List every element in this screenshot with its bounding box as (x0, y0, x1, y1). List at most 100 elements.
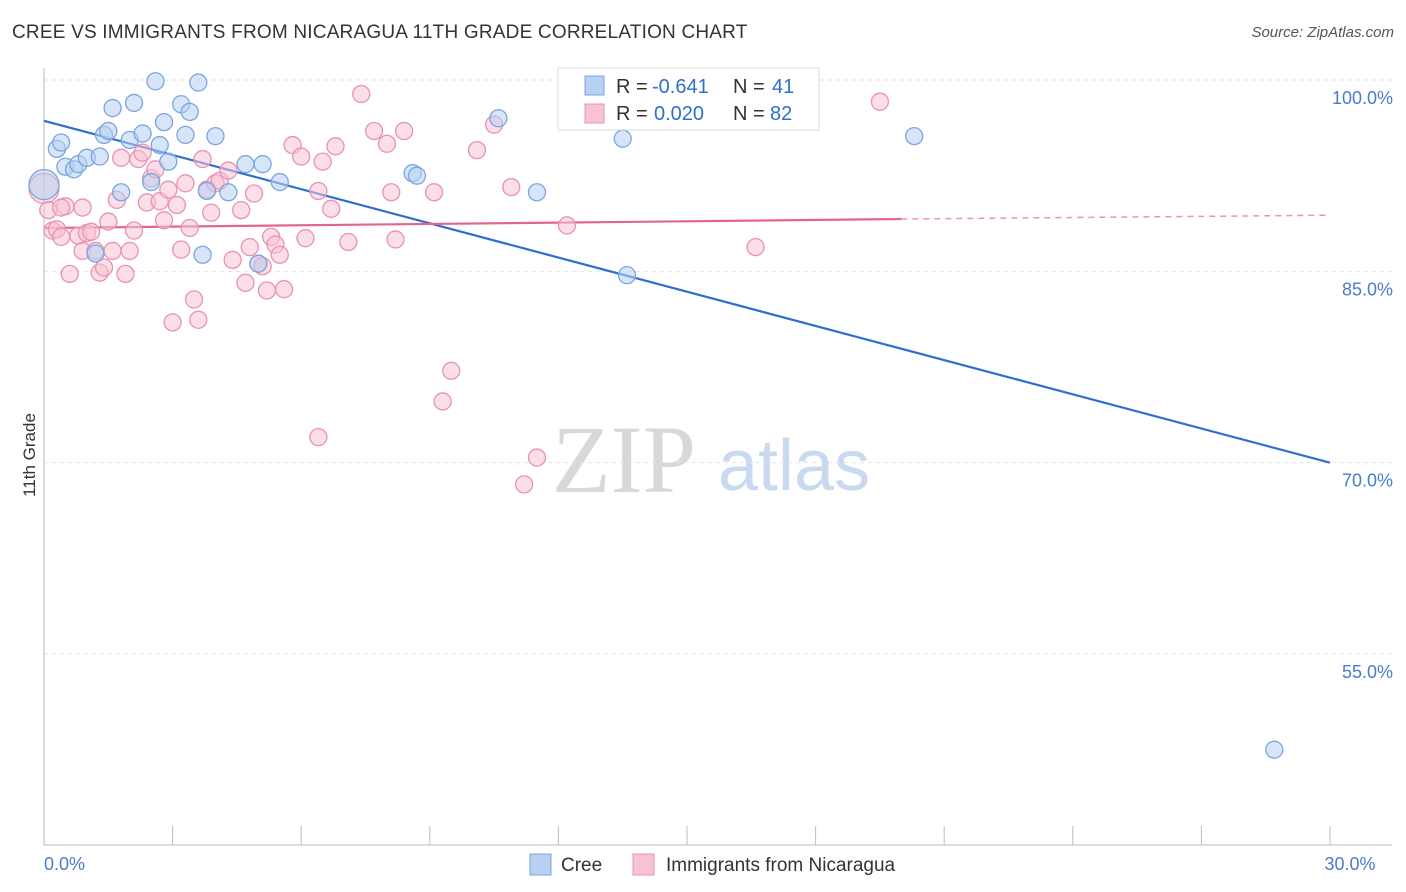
nicaragua-point (274, 280, 294, 299)
cree-point (154, 112, 174, 132)
x-tick-label: 30.0% (1324, 854, 1375, 874)
cree-point (905, 126, 924, 146)
y-axis-title: 11th Grade (20, 413, 39, 497)
nicaragua-point (202, 203, 221, 222)
stats-cree-r-label: R = (616, 76, 648, 98)
nicaragua-point (424, 183, 444, 202)
nicaragua-point (172, 240, 191, 259)
nicaragua-point (296, 229, 315, 248)
legend-swatch-nicaragua (632, 853, 655, 876)
nicaragua-point (159, 180, 178, 199)
nicaragua-point (120, 241, 139, 261)
cree-point (489, 109, 508, 128)
legend-swatch-cree (529, 853, 552, 876)
cree-point (407, 166, 427, 185)
nicaragua-point (219, 161, 238, 180)
cree-point (180, 102, 199, 122)
nicaragua-point (870, 92, 890, 111)
cree-point (112, 183, 131, 202)
data-points (28, 72, 1284, 759)
y-tick-label: 85.0% (1342, 279, 1393, 299)
nicaragua-point (236, 273, 255, 292)
stats-cree-n-value: 41 (772, 76, 794, 98)
legend-label-cree: Cree (561, 855, 602, 876)
nicaragua-point (442, 361, 461, 380)
nicaragua-point (51, 198, 71, 217)
trend-line-extension (901, 214, 1331, 220)
nicaragua-point (133, 143, 152, 162)
watermark-atlas: atlas (718, 426, 870, 506)
cree-point (253, 155, 272, 174)
cree-point (270, 172, 289, 192)
cree-point (1265, 740, 1284, 759)
nicaragua-point (467, 141, 487, 160)
stats-nicaragua-r-value: 0.020 (654, 103, 704, 125)
nicaragua-point (163, 313, 182, 332)
cree-point (142, 172, 161, 192)
stats-cree-r-value: -0.641 (652, 76, 709, 98)
nicaragua-point (73, 198, 92, 217)
stats-cree-n-label: N = (733, 76, 765, 98)
cree-point (99, 121, 118, 141)
y-tick-labels: 55.0% 70.0% 85.0% 100.0% (1332, 88, 1393, 682)
nicaragua-point (339, 232, 358, 252)
stats-nicaragua-n-label: N = (733, 103, 765, 125)
y-tick-label: 55.0% (1342, 662, 1393, 682)
nicaragua-point (112, 148, 131, 167)
nicaragua-point (352, 84, 371, 104)
legend-label-nicaragua: Immigrants from Nicaragua (666, 855, 896, 876)
cree-point (617, 266, 637, 285)
nicaragua-point (746, 237, 765, 257)
nicaragua-point (433, 392, 452, 411)
stats-swatch-nicaragua (584, 103, 605, 124)
cree-point (124, 93, 144, 113)
cree-point (197, 181, 217, 201)
cree-point (527, 183, 547, 202)
nicaragua-point (292, 147, 311, 166)
nicaragua-point (223, 250, 242, 270)
nicaragua-point (326, 137, 345, 156)
nicaragua-point (527, 448, 547, 467)
cree-point (146, 72, 165, 91)
nicaragua-point (244, 184, 264, 203)
nicaragua-point (99, 212, 118, 231)
cree-point (189, 73, 208, 92)
cree-point (133, 124, 152, 143)
axes (43, 68, 1392, 846)
y-tick-label: 70.0% (1342, 471, 1393, 491)
cree-point (236, 155, 255, 174)
cree-point (51, 133, 71, 152)
y-tick-label: 100.0% (1332, 88, 1393, 108)
source-label: Source: ZipAtlas.com (1251, 24, 1394, 41)
cree-point (193, 245, 212, 264)
stats-box: R = -0.641 N = 41 R = 0.020 N = 82 (557, 67, 820, 131)
nicaragua-point (103, 241, 122, 261)
nicaragua-point (557, 216, 577, 235)
nicaragua-point (82, 222, 101, 241)
nicaragua-point (309, 428, 328, 447)
nicaragua-point (322, 199, 341, 218)
legend: Cree Immigrants from Nicaragua (529, 853, 896, 876)
cree-point (219, 183, 238, 202)
stats-nicaragua-r-label: R = (616, 103, 648, 125)
nicaragua-point (116, 264, 135, 284)
cree-point (159, 152, 178, 171)
nicaragua-point (382, 183, 401, 202)
cree-point (90, 147, 109, 166)
nicaragua-point (189, 310, 208, 329)
watermark-zip: ZIP (552, 406, 696, 513)
nicaragua-point (309, 181, 328, 201)
nicaragua-point (51, 227, 71, 247)
nicaragua-point (184, 290, 204, 309)
chart-title: CREE VS IMMIGRANTS FROM NICARAGUA 11TH G… (12, 22, 748, 43)
cree-point (86, 244, 105, 263)
cree-point (613, 129, 632, 148)
x-tick-labels: 0.0% 30.0% (44, 854, 1376, 874)
stats-swatch-cree (584, 75, 605, 96)
nicaragua-point (176, 174, 195, 193)
x-tick-label: 0.0% (44, 854, 85, 874)
cree-point (28, 168, 60, 201)
nicaragua-point (313, 152, 332, 171)
nicaragua-point (232, 200, 251, 220)
